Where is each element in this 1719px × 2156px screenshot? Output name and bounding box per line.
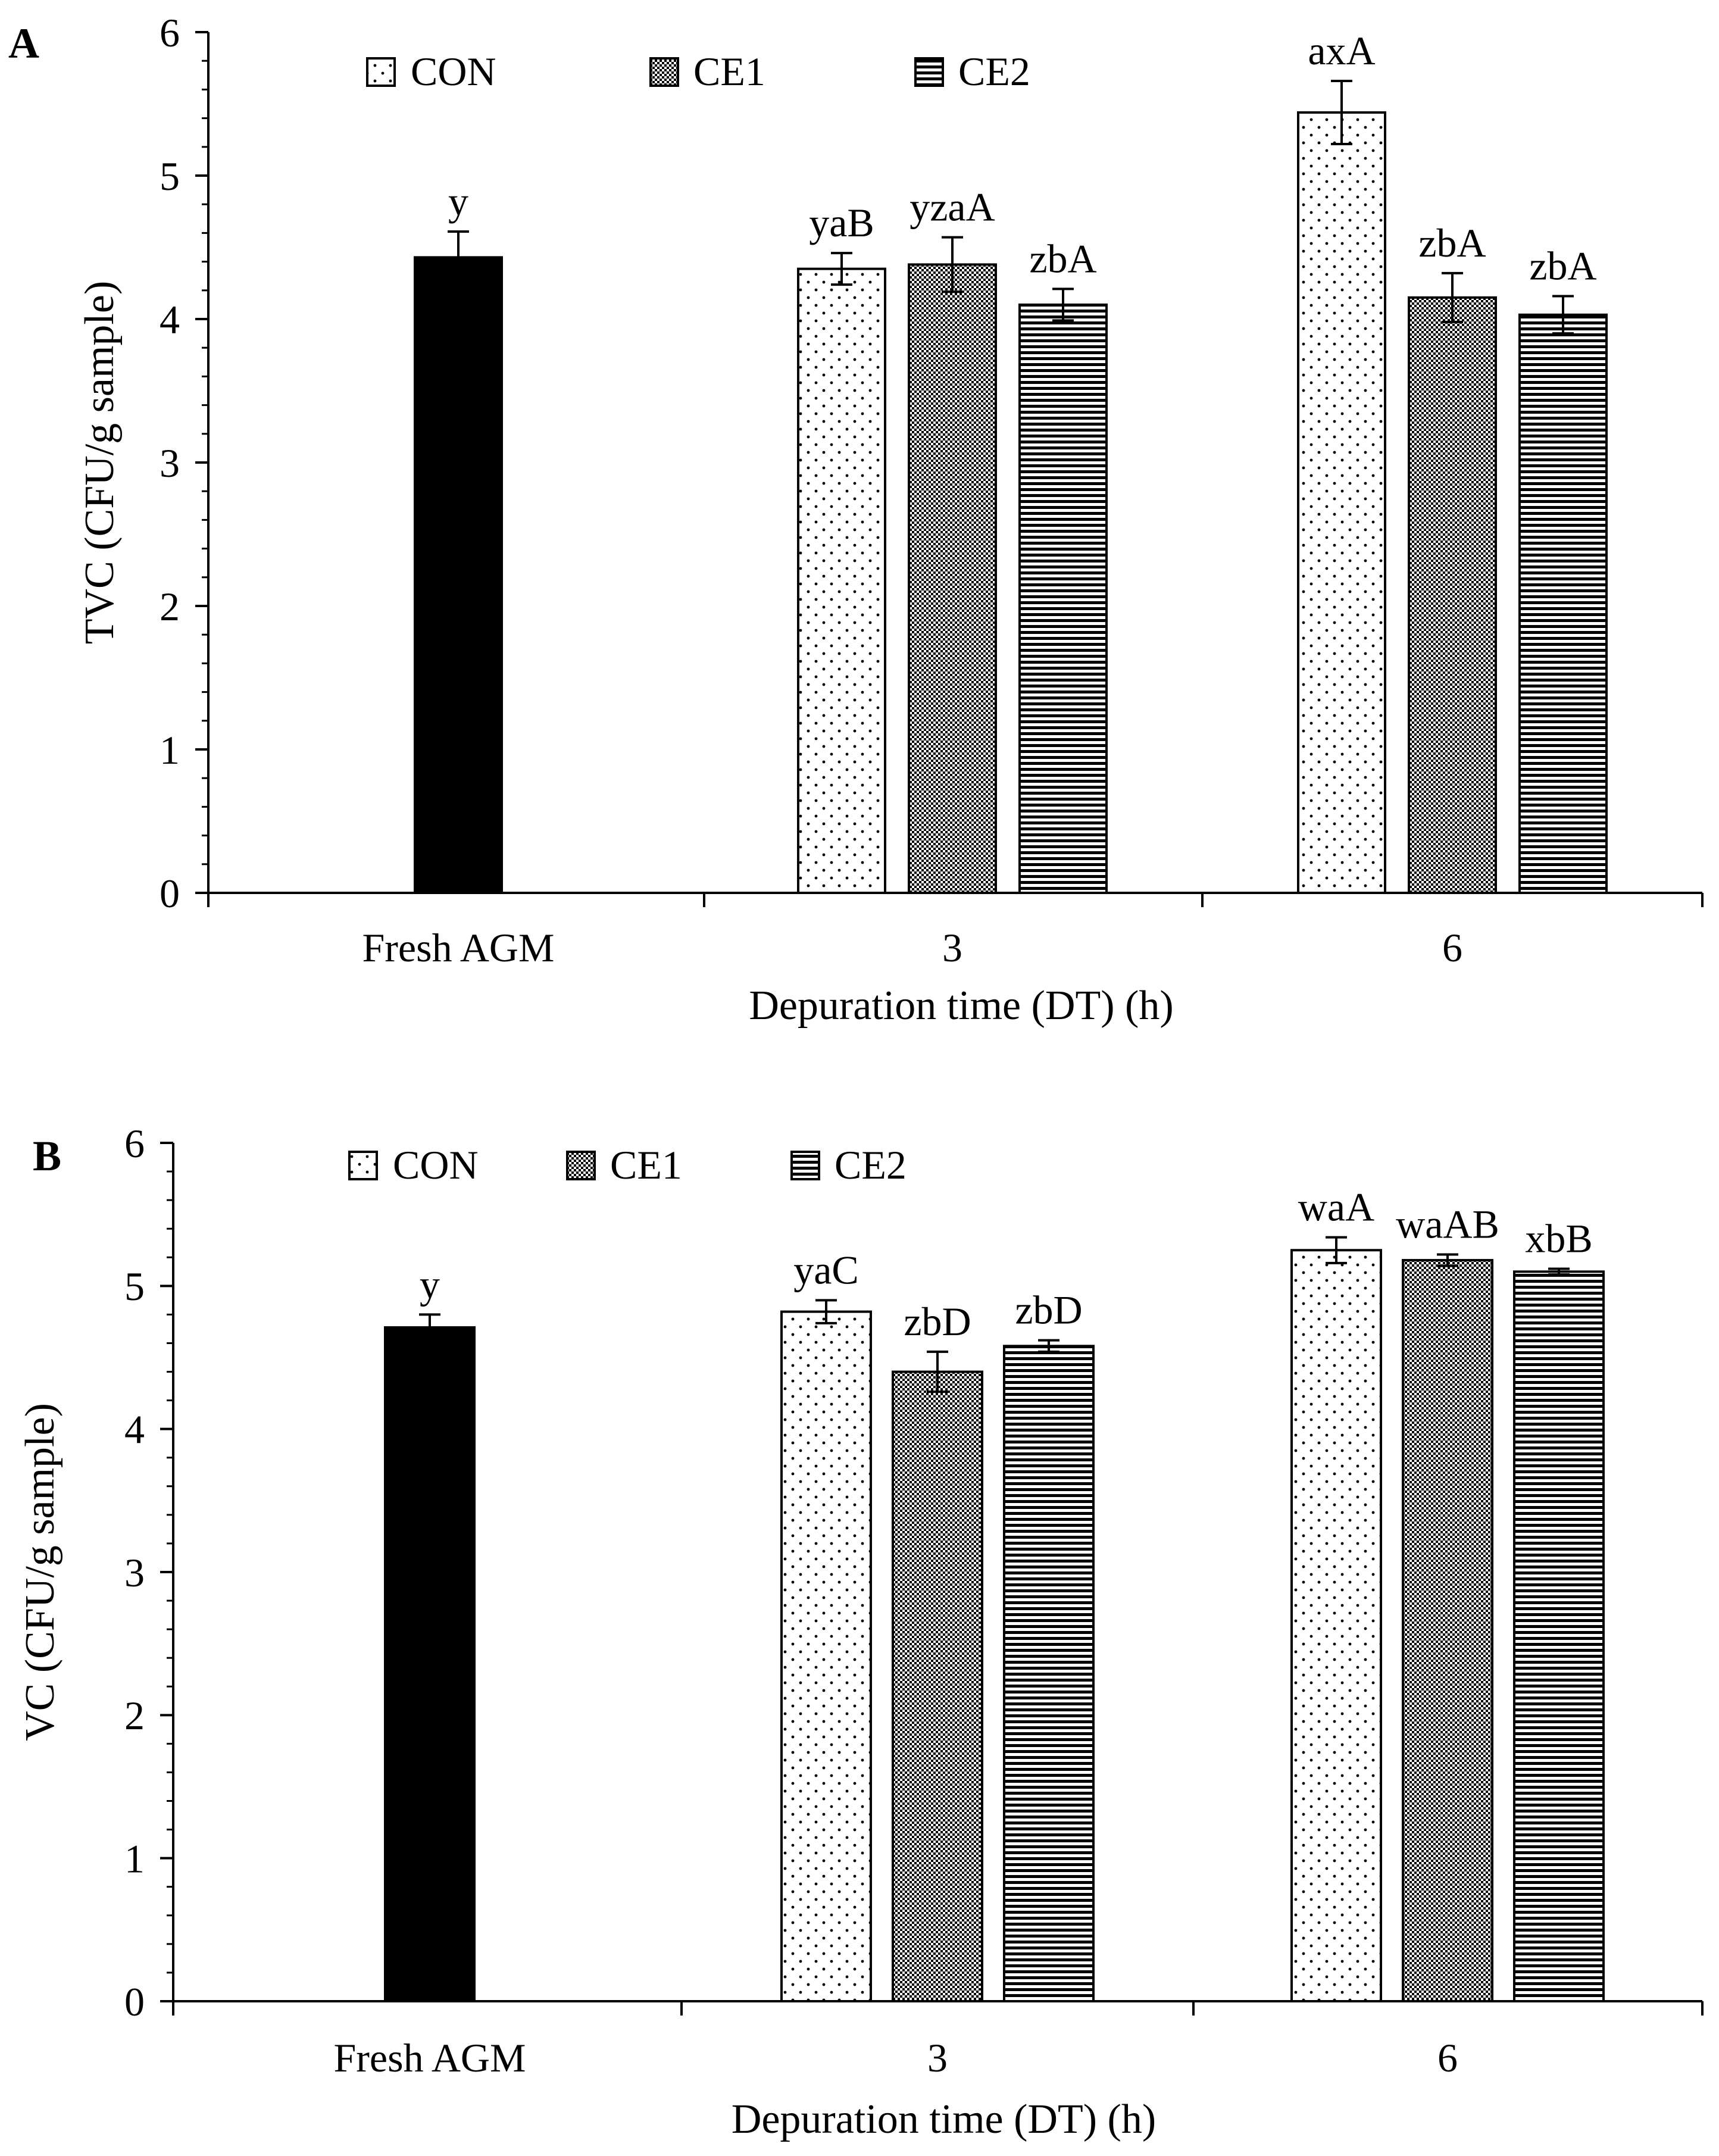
legend-label-ce1: CE1 xyxy=(610,1142,682,1188)
y-tick-label: 4 xyxy=(160,297,180,342)
x-tick-label: Fresh AGM xyxy=(362,925,554,970)
data-annotation: y xyxy=(420,1261,440,1307)
chart-panel-b: 0 1 2 3 4 5 6 VC (CFU/g sample) Depuration time … xyxy=(17,1121,1704,2142)
x-axis-title: Depuration time (DT) (h) xyxy=(732,2096,1156,2142)
bar-ce2 xyxy=(1018,303,1108,894)
y-axis-title: TVC (CFU/g sample) xyxy=(77,281,123,645)
x-tick-label: Fresh AGM xyxy=(333,2035,526,2080)
legend-label-ce2: CE2 xyxy=(958,49,1030,94)
y-tick-label: 5 xyxy=(160,154,180,199)
y-tick-label: 6 xyxy=(160,10,180,55)
y-tick-label: 0 xyxy=(160,871,180,916)
bar-ce1 xyxy=(908,263,997,894)
legend-swatch-ce2 xyxy=(790,1151,820,1180)
data-annotation: waA xyxy=(1298,1185,1374,1230)
legend-swatch-ce2 xyxy=(914,57,944,87)
y-tick-label: 2 xyxy=(124,1693,145,1738)
x-tick-label: 6 xyxy=(1437,2035,1458,2080)
bar-con xyxy=(780,1310,872,2002)
data-annotation: zbA xyxy=(1029,236,1096,281)
x-axis-title: Depuration time (DT) (h) xyxy=(749,983,1173,1029)
data-annotation: yaC xyxy=(793,1247,859,1292)
bar-ce1 xyxy=(1408,296,1497,895)
y-tick-label: 1 xyxy=(160,727,180,773)
y-tick-label: 2 xyxy=(160,584,180,629)
bar-fresh xyxy=(384,1326,476,2002)
legend-swatch-ce1 xyxy=(649,57,679,87)
data-annotation: y xyxy=(448,179,468,224)
data-annotation: axA xyxy=(1308,28,1375,73)
legend-label-con: CON xyxy=(411,49,496,94)
bar-ce2 xyxy=(1518,313,1608,894)
data-annotation: xbB xyxy=(1525,1216,1592,1261)
y-tick-label: 4 xyxy=(124,1407,145,1452)
x-tick-label: 3 xyxy=(942,925,962,970)
y-tick-label: 3 xyxy=(160,440,180,486)
x-tick-label: 3 xyxy=(927,2035,948,2080)
y-tick-label: 1 xyxy=(124,1836,145,1881)
data-annotation: zbA xyxy=(1418,220,1486,265)
bar-con xyxy=(797,267,886,894)
bar-ce1 xyxy=(892,1370,983,2003)
legend-label-ce1: CE1 xyxy=(693,49,765,94)
y-tick-label: 3 xyxy=(124,1550,145,1595)
y-axis-title: VC (CFU/g sample) xyxy=(17,1403,63,1741)
bar-con xyxy=(1297,111,1386,895)
legend-label-con: CON xyxy=(393,1142,479,1188)
legend-swatch-con xyxy=(366,57,396,87)
y-tick-label: 0 xyxy=(124,1979,145,2024)
data-annotation: yzaA xyxy=(909,185,995,230)
x-tick-label: 6 xyxy=(1442,925,1462,970)
chart-panel-a: 0 1 2 3 4 5 6 TVC (CFU/g sample) Depuration time… xyxy=(8,10,1704,1029)
panel-letter: A xyxy=(8,20,39,67)
data-annotation: zbA xyxy=(1529,243,1596,288)
legend-label-ce2: CE2 xyxy=(835,1142,907,1188)
legend-swatch-con xyxy=(348,1151,378,1180)
data-annotation: zbD xyxy=(1015,1288,1082,1333)
data-annotation: waAB xyxy=(1396,1201,1499,1246)
legend-swatch-ce1 xyxy=(566,1151,596,1180)
y-tick-label: 5 xyxy=(124,1264,145,1309)
data-annotation: zbD xyxy=(904,1299,971,1344)
bar-ce2 xyxy=(1513,1270,1605,2002)
y-tick-label: 6 xyxy=(124,1121,145,1166)
bar-con xyxy=(1290,1249,1382,2002)
panel-letter: B xyxy=(33,1132,61,1180)
bar-fresh xyxy=(414,256,503,894)
data-annotation: yaB xyxy=(809,200,874,245)
bar-ce1 xyxy=(1402,1259,1493,2002)
bar-ce2 xyxy=(1003,1345,1095,2003)
